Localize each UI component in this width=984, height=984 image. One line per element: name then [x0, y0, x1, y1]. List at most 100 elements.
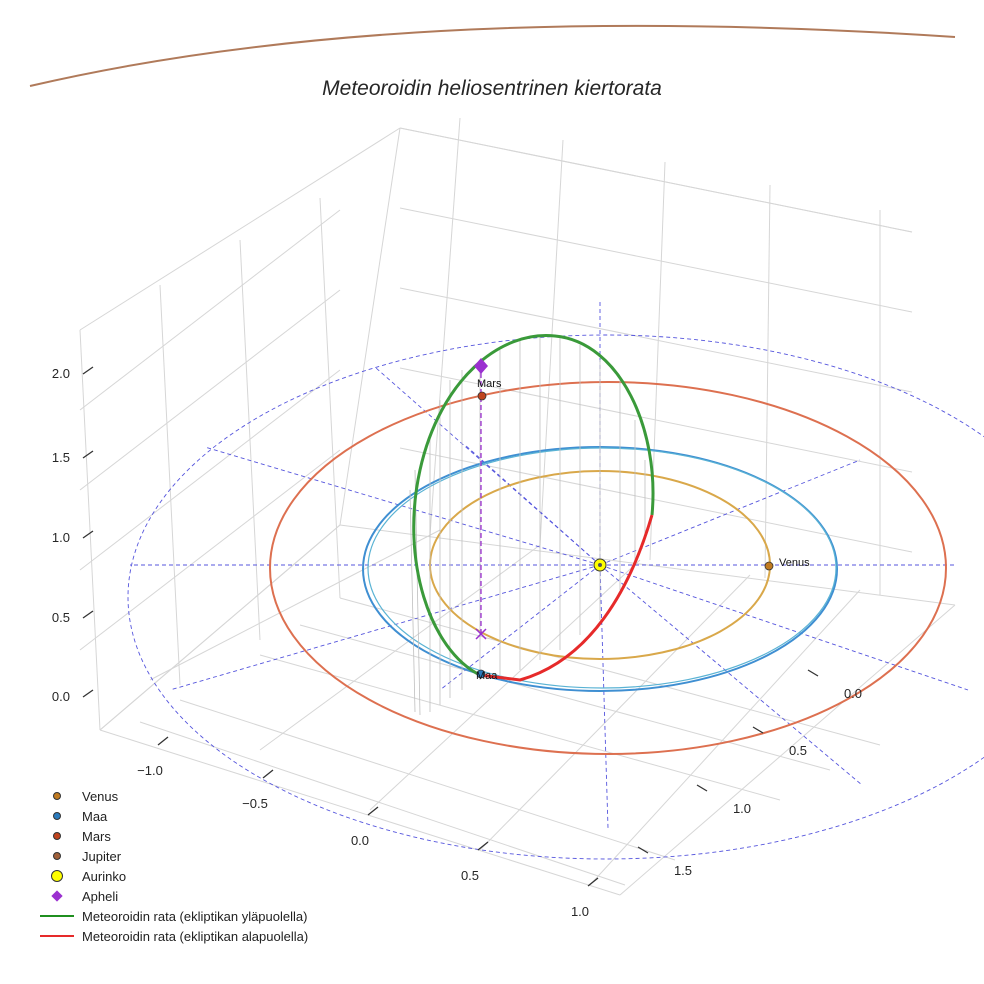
- grid-line: [299, 624, 831, 771]
- z-tick-mark: [82, 689, 94, 698]
- x-tick-mark: [367, 806, 379, 816]
- grid-line: [479, 574, 751, 851]
- legend-label: Mars: [82, 828, 111, 844]
- grid-line: [339, 524, 956, 606]
- x-tick-label: −0.5: [242, 796, 268, 811]
- y-tick-label: 0.5: [789, 743, 807, 758]
- x-tick-label: −1.0: [137, 763, 163, 778]
- legend-marker: [53, 852, 61, 860]
- ecliptic-spoke: [599, 564, 969, 691]
- grid-line: [79, 209, 341, 411]
- grid-line: [239, 239, 261, 641]
- legend-marker: [51, 870, 63, 882]
- legend-symbol: [40, 826, 74, 846]
- x-tick-mark: [587, 877, 599, 887]
- legend-label: Meteoroidin rata (ekliptikan alapuolella…: [82, 928, 309, 944]
- grid-line: [764, 184, 771, 579]
- x-tick-label: 0.0: [351, 833, 369, 848]
- legend-item: Venus: [40, 786, 308, 806]
- grid-line: [399, 207, 913, 313]
- legend-marker: [53, 832, 61, 840]
- grid-line: [319, 197, 341, 599]
- ecliptic-ring: [127, 334, 984, 860]
- planet-label-venus: Venus: [779, 557, 810, 569]
- grid-line: [99, 729, 621, 896]
- grid-line: [79, 369, 341, 571]
- legend-symbol: [40, 886, 74, 906]
- grid-line: [589, 589, 861, 886]
- projection-stem: [409, 489, 416, 713]
- legend-symbol: [40, 846, 74, 866]
- grid-line: [399, 127, 913, 233]
- x-tick-mark: [262, 769, 274, 779]
- legend: Venus Maa Mars Jupiter Aurinko Apheli Meteoroi…: [40, 786, 308, 946]
- z-tick-mark: [82, 450, 94, 459]
- legend-marker: [40, 935, 74, 937]
- legend-marker: [40, 915, 74, 917]
- grid-line: [339, 127, 401, 526]
- grid-line: [79, 289, 341, 491]
- grid-line: [79, 127, 401, 331]
- legend-label: Venus: [82, 788, 119, 804]
- y-tick-label: 1.0: [733, 801, 751, 816]
- legend-label: Maa: [82, 808, 108, 824]
- mars-orbit: [269, 381, 947, 755]
- grid-line: [139, 721, 626, 886]
- legend-label: Apheli: [82, 888, 119, 904]
- axis-ticks: −1.0 −0.5 0.0 0.5 1.0 0.0 0.5 1.0 1.5 0.0 0.5 1.0 1.…: [52, 366, 862, 919]
- legend-marker: [53, 792, 61, 800]
- grid-line: [619, 604, 956, 896]
- legend-label: Jupiter: [82, 848, 122, 864]
- planet-label-maa: Maa: [476, 670, 498, 682]
- aphelion-point: [474, 358, 488, 374]
- grid-line: [159, 284, 181, 686]
- legend-symbol: [40, 926, 74, 946]
- z-tick-mark: [82, 366, 94, 375]
- legend-item: Jupiter: [40, 846, 308, 866]
- legend-item: Meteoroidin rata (ekliptikan alapuolella…: [40, 926, 308, 946]
- axes-grid: [79, 117, 956, 896]
- y-tick-mark: [752, 726, 764, 734]
- y-tick-mark: [807, 669, 819, 677]
- z-tick-label: 2.0: [52, 366, 70, 381]
- legend-symbol: [40, 806, 74, 826]
- z-tick-label: 1.5: [52, 450, 70, 465]
- planet-venus: [764, 561, 774, 571]
- z-tick-label: 1.0: [52, 530, 70, 545]
- legend-symbol: [40, 786, 74, 806]
- grid-line: [399, 367, 913, 473]
- ecliptic-spoke: [599, 459, 861, 566]
- x-tick-mark: [477, 841, 489, 851]
- z-tick-label: 0.5: [52, 610, 70, 625]
- grid-line: [179, 699, 676, 861]
- y-tick-label: 1.5: [674, 863, 692, 878]
- chart-points: Venus Maa Mars: [474, 358, 810, 682]
- x-tick-mark: [157, 736, 169, 746]
- y-tick-mark: [696, 784, 708, 792]
- ecliptic-spoke: [464, 444, 601, 566]
- jupiter-orbit: [29, 24, 956, 87]
- grid-line: [259, 654, 781, 801]
- grid-line: [79, 329, 101, 731]
- z-tick-mark: [82, 610, 94, 619]
- meteoroid-orbit-below: [479, 514, 654, 682]
- y-tick-label: 0.0: [844, 686, 862, 701]
- y-tick-mark: [637, 846, 649, 854]
- legend-item: Aurinko: [40, 866, 308, 886]
- legend-item: Mars: [40, 826, 308, 846]
- grid-line: [429, 117, 461, 536]
- legend-label: Aurinko: [82, 868, 127, 884]
- legend-item: Meteoroidin rata (ekliptikan yläpuolella…: [40, 906, 308, 926]
- planet-maa: [476, 669, 486, 679]
- legend-symbol: [40, 866, 74, 886]
- chart-title: Meteoroidin heliosentrinen kiertorata: [322, 77, 662, 100]
- legend-marker: [51, 890, 63, 902]
- x-tick-label: 0.5: [461, 868, 479, 883]
- legend-marker: [53, 812, 61, 820]
- planet-label-mars: Mars: [477, 378, 502, 390]
- legend-label: Meteoroidin rata (ekliptikan yläpuolella…: [82, 908, 308, 924]
- aphelion-projection-marker: [475, 628, 487, 640]
- ecliptic-spoke: [599, 564, 609, 829]
- grid-line: [79, 449, 341, 651]
